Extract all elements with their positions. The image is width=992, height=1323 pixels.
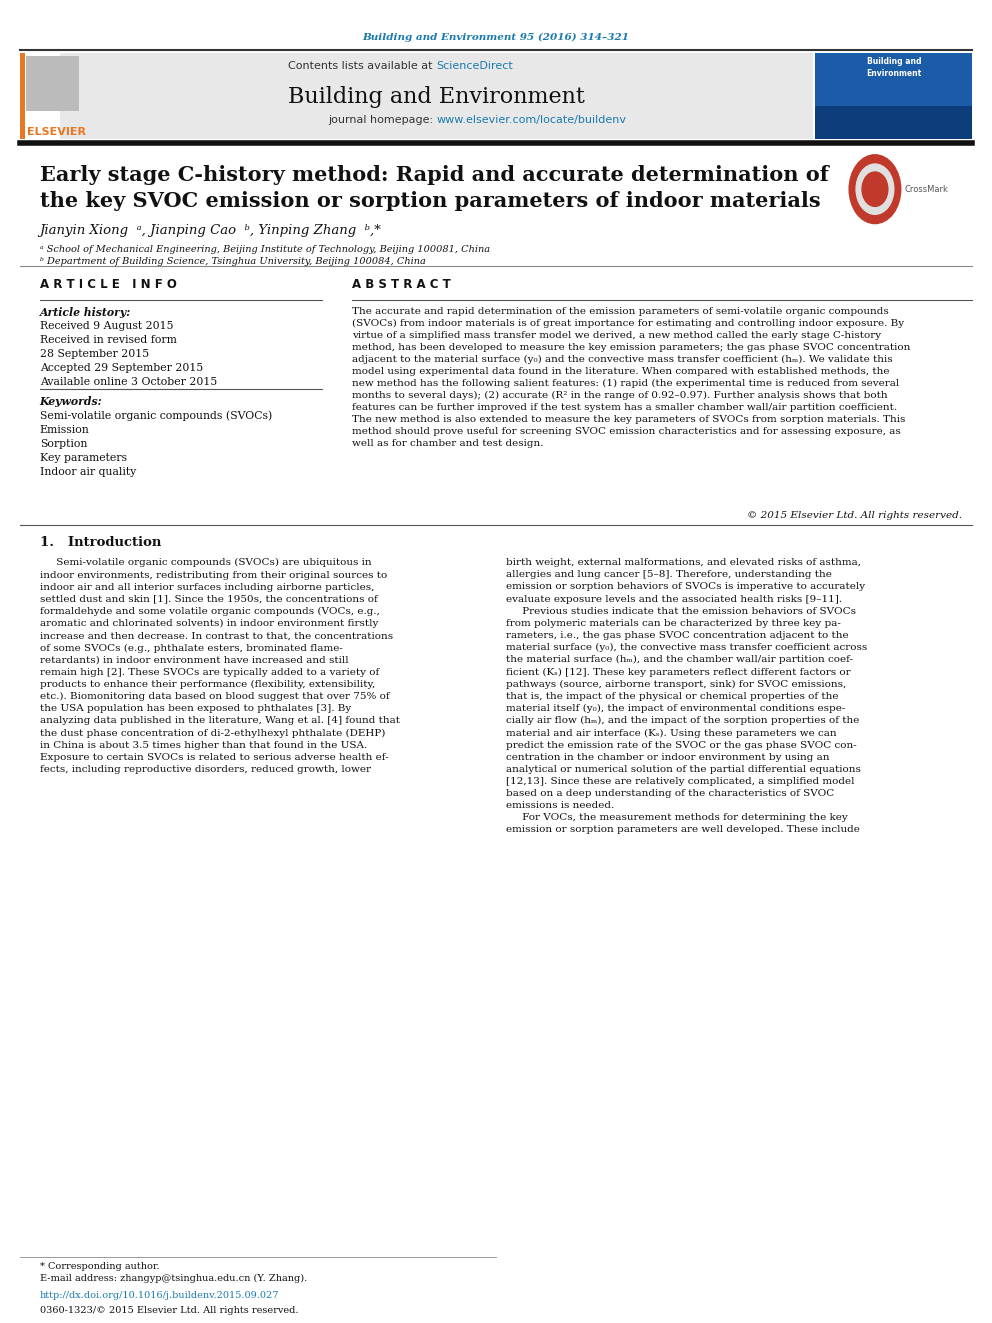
Text: ELSEVIER: ELSEVIER <box>27 127 85 138</box>
Circle shape <box>849 155 901 224</box>
Text: Building and
Environment: Building and Environment <box>866 57 922 78</box>
Text: * Corresponding author.: * Corresponding author. <box>40 1262 160 1271</box>
Text: Early stage C-history method: Rapid and accurate determination of
the key SVOC e: Early stage C-history method: Rapid and … <box>40 165 828 210</box>
Text: Building and Environment 95 (2016) 314–321: Building and Environment 95 (2016) 314–3… <box>362 33 630 42</box>
Bar <box>815 106 972 139</box>
Text: CrossMark: CrossMark <box>905 185 948 193</box>
Text: E-mail address: zhangyp@tsinghua.edu.cn (Y. Zhang).: E-mail address: zhangyp@tsinghua.edu.cn … <box>40 1274 307 1283</box>
Text: journal homepage:: journal homepage: <box>327 115 436 126</box>
Text: http://dx.doi.org/10.1016/j.buildenv.2015.09.027: http://dx.doi.org/10.1016/j.buildenv.201… <box>40 1291 279 1301</box>
Bar <box>26 56 79 111</box>
Text: 0360-1323/© 2015 Elsevier Ltd. All rights reserved.: 0360-1323/© 2015 Elsevier Ltd. All right… <box>40 1306 299 1315</box>
Text: Jianyin Xiong  ᵃ, Jianping Cao  ᵇ, Yinping Zhang  ᵇ,*: Jianyin Xiong ᵃ, Jianping Cao ᵇ, Yinping… <box>40 224 382 237</box>
Circle shape <box>856 164 894 214</box>
Text: www.elsevier.com/locate/buildenv: www.elsevier.com/locate/buildenv <box>436 115 627 126</box>
Bar <box>20 53 25 139</box>
Text: ᵃ School of Mechanical Engineering, Beijing Institute of Technology, Beijing 100: ᵃ School of Mechanical Engineering, Beij… <box>40 245 490 254</box>
Text: Article history:: Article history: <box>40 307 131 318</box>
Text: A R T I C L E   I N F O: A R T I C L E I N F O <box>40 278 177 291</box>
Text: The accurate and rapid determination of the emission parameters of semi-volatile: The accurate and rapid determination of … <box>352 307 911 448</box>
Bar <box>815 53 972 139</box>
Text: Semi-volatile organic compounds (SVOCs) are ubiquitous in
indoor environments, r: Semi-volatile organic compounds (SVOCs) … <box>40 558 400 774</box>
Text: Received 9 August 2015
Received in revised form
28 September 2015
Accepted 29 Se: Received 9 August 2015 Received in revis… <box>40 321 217 388</box>
Circle shape <box>862 172 888 206</box>
Text: Contents lists available at: Contents lists available at <box>289 61 436 71</box>
FancyBboxPatch shape <box>60 53 813 139</box>
Text: A B S T R A C T: A B S T R A C T <box>352 278 451 291</box>
Text: 1.   Introduction: 1. Introduction <box>40 536 161 549</box>
Text: Semi-volatile organic compounds (SVOCs)
Emission
Sorption
Key parameters
Indoor : Semi-volatile organic compounds (SVOCs) … <box>40 410 272 476</box>
Text: Keywords:: Keywords: <box>40 396 102 406</box>
Text: ScienceDirect: ScienceDirect <box>436 61 513 71</box>
Text: ᵇ Department of Building Science, Tsinghua University, Beijing 100084, China: ᵇ Department of Building Science, Tsingh… <box>40 257 426 266</box>
Text: Building and Environment: Building and Environment <box>288 86 585 108</box>
Text: © 2015 Elsevier Ltd. All rights reserved.: © 2015 Elsevier Ltd. All rights reserved… <box>747 511 962 520</box>
Text: birth weight, external malformations, and elevated risks of asthma,
allergies an: birth weight, external malformations, an… <box>506 558 867 835</box>
